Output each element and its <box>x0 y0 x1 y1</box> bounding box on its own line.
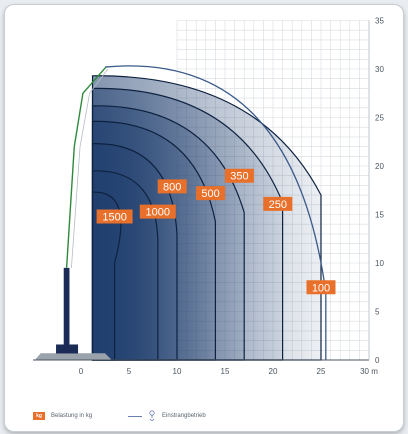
y-tick-label: 5 <box>375 308 380 317</box>
chart-card: 0 5 10 15 20 25 30 m 0 5 10 15 20 25 30 35 1500 1000 800 5… <box>4 4 404 432</box>
y-tick-label: 30 <box>375 65 384 74</box>
x-tick-label: 5 <box>127 367 132 376</box>
line-swatch-icon <box>128 415 143 417</box>
x-tick-label: 10 <box>173 367 182 376</box>
y-tick-label: 15 <box>375 211 384 220</box>
load-tag <box>139 204 176 219</box>
legend-line-label: Einstrangbetrieb <box>162 413 206 419</box>
y-tick-label: 25 <box>375 114 384 123</box>
crane-boom-outline <box>71 68 109 268</box>
load-tag-icon: kg <box>33 412 45 420</box>
load-tag-label: 100 <box>312 282 330 294</box>
x-tick-label: 15 <box>221 367 230 376</box>
load-tag-label: 350 <box>230 171 248 183</box>
reach-boundary <box>104 65 327 360</box>
y-tick-label: 20 <box>375 162 384 171</box>
crane-crawler <box>56 344 79 354</box>
load-tag-label: 1500 <box>102 211 126 223</box>
crane-boom <box>65 66 107 268</box>
load-tag <box>263 196 293 211</box>
crane-mast <box>63 267 70 351</box>
x-tick-label: 25 <box>317 367 326 376</box>
load-tag <box>196 186 226 201</box>
x-tick-label: 20 <box>269 367 278 376</box>
load-chart: 0 5 10 15 20 25 30 m 0 5 10 15 20 25 30 35 1500 1000 800 5… <box>33 17 384 376</box>
y-tick-label: 0 <box>375 356 380 365</box>
load-tag <box>224 168 254 183</box>
load-tag-label: 800 <box>163 181 181 193</box>
load-tag <box>306 280 336 295</box>
crane-hook-icon <box>149 410 155 421</box>
chart-legend: kg Belastung in kg Einstrangbetrieb <box>33 407 206 425</box>
crane-outriggers <box>34 353 112 360</box>
load-tag-label: 250 <box>269 199 287 211</box>
load-tag-label: 500 <box>201 188 219 200</box>
x-tick-label: 30 m <box>360 367 378 376</box>
legend-load-label: Belastung in kg <box>51 413 93 419</box>
load-tag-label: 1000 <box>146 207 170 219</box>
y-tick-label: 10 <box>375 259 384 268</box>
load-tag <box>157 179 187 194</box>
x-tick-label: 0 <box>79 367 84 376</box>
y-tick-label: 35 <box>375 17 384 26</box>
load-tag <box>96 209 133 224</box>
